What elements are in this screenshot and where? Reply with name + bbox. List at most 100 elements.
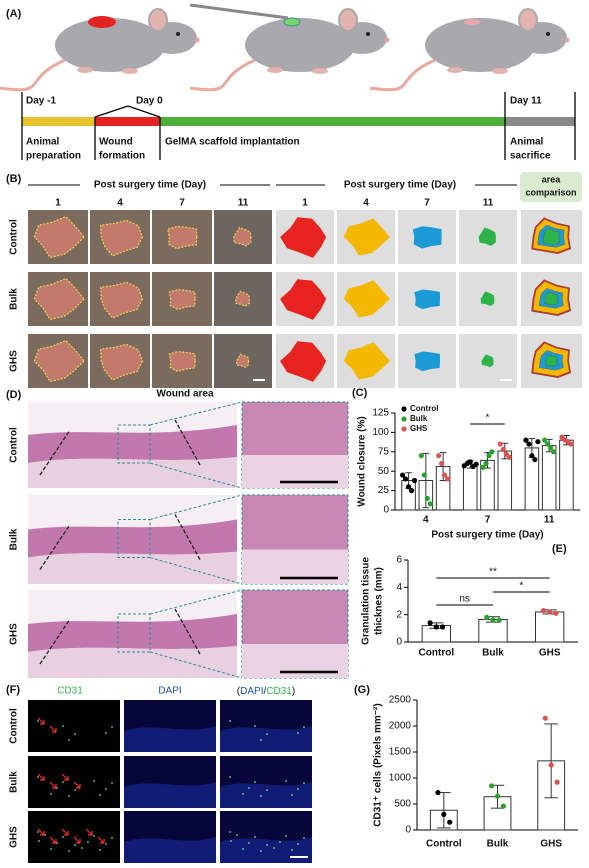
merge-part: CD31 [266, 686, 292, 697]
cd31-signal [279, 841, 281, 843]
cd31-signal [99, 794, 101, 796]
y-axis-label: thicknes (mm) [374, 567, 385, 635]
cd31-signal [37, 720, 39, 722]
significance-label: * [519, 581, 523, 592]
data-point [523, 437, 529, 443]
day-label: 7 [179, 198, 185, 209]
y-axis-label: Wound closure (%) [357, 416, 368, 506]
cd31-signal [62, 781, 64, 783]
cd31-signal [303, 782, 305, 784]
data-point [548, 445, 554, 451]
zoom-lines [149, 589, 243, 679]
data-point [447, 819, 453, 825]
merge-part: ) [292, 686, 295, 697]
day-label: 7 [424, 198, 430, 209]
row-label: Control [9, 427, 20, 463]
cd31-signal [248, 787, 250, 789]
data-point [441, 811, 447, 818]
data-point [500, 446, 506, 453]
cd31-signal [229, 720, 231, 722]
data-point [436, 453, 442, 459]
panel-label: (B) [6, 173, 22, 185]
arrow [49, 781, 57, 789]
data-point [545, 441, 551, 447]
data-point [424, 495, 430, 501]
data-point [496, 617, 502, 623]
row-label: Bulk [9, 771, 20, 793]
merge-part: DAPI [240, 686, 263, 697]
row-label: Control [9, 219, 20, 255]
timeline-day: Day -1 [26, 96, 56, 107]
dapi-signal [220, 782, 312, 808]
cd31-signal [242, 848, 244, 850]
cd31-signal [50, 848, 52, 850]
wound-area [100, 281, 144, 319]
cd31-signal [62, 725, 64, 727]
cd31-signal [297, 732, 299, 734]
y-tick-label: 0 [405, 825, 411, 836]
tissue [28, 614, 237, 652]
legend-marker [401, 406, 407, 412]
y-tick-label: 1000 [389, 773, 412, 784]
data-point [439, 624, 446, 630]
arrow [73, 781, 81, 789]
data-point [427, 620, 433, 626]
mouse-body [425, 18, 535, 72]
cd31-signal [38, 840, 40, 842]
cd31-signal [37, 776, 39, 778]
dapi-signal [124, 782, 216, 808]
mouse-eye [366, 32, 370, 36]
timeline-segment [22, 117, 95, 126]
tissue [28, 457, 237, 488]
timeline-segment [505, 117, 575, 126]
data-point [480, 464, 486, 470]
wound-area [33, 277, 85, 321]
healed-wound [464, 19, 480, 25]
mouse-foot [492, 68, 508, 74]
cd31-signal [291, 794, 293, 796]
wound-edge [39, 419, 201, 476]
dapi-signal [124, 837, 216, 863]
bar [559, 439, 574, 511]
wound-trace [480, 291, 495, 307]
cd31-signal [74, 844, 76, 846]
day-label: 1 [55, 198, 61, 209]
data-point [418, 453, 424, 459]
wound-trace [414, 351, 440, 372]
day-label: 4 [117, 198, 123, 209]
y-axis-label: CD31⁺ cells (Pixels mm⁻²) [373, 703, 384, 826]
data-point [405, 484, 412, 490]
cd31-signal [74, 733, 76, 735]
data-point [526, 441, 532, 447]
data-point [554, 779, 560, 785]
wound-trace [280, 341, 327, 382]
tissue [28, 646, 237, 678]
data-point [490, 617, 496, 623]
data-point [494, 793, 501, 799]
wound-trace [481, 354, 494, 368]
wound-trace [343, 280, 390, 318]
day-label: 11 [238, 198, 249, 209]
data-point [486, 453, 492, 459]
merge-part: / [263, 686, 266, 697]
x-tick-label: GHS [539, 648, 561, 659]
data-point [548, 762, 554, 768]
overlay-trace [542, 227, 560, 245]
cd31-signal [242, 793, 244, 795]
row-label: GHS [9, 826, 20, 848]
bar [541, 445, 557, 511]
row-label: Bulk [9, 288, 20, 310]
comparison-label: area [542, 174, 562, 184]
data-point [402, 476, 409, 482]
data-point [435, 789, 441, 796]
dapi-signal [220, 837, 312, 863]
mouse-eye [546, 32, 550, 36]
x-tick-label: 4 [423, 515, 429, 526]
arrow [49, 725, 57, 733]
data-point [408, 488, 415, 494]
wound-area [100, 219, 144, 257]
day-label: 11 [483, 198, 494, 209]
y-tick-label: 25 [378, 485, 390, 496]
cd31-signal [291, 849, 293, 851]
